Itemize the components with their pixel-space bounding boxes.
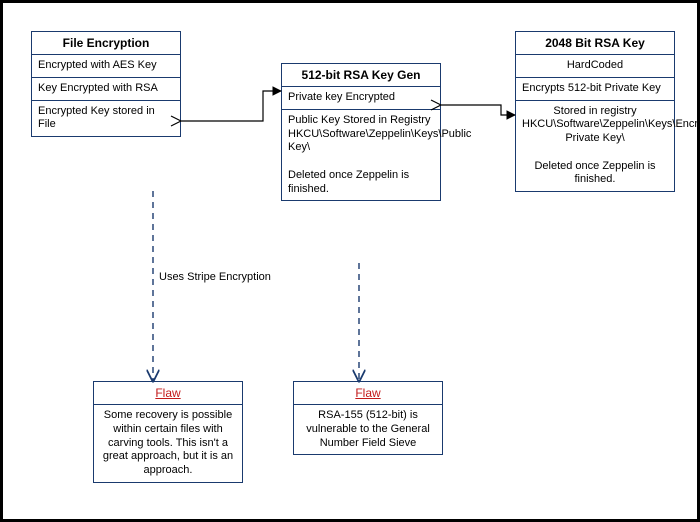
node-rsa512: 512-bit RSA Key Gen Private key Encrypte… — [281, 63, 441, 201]
edge-512-to-2048 — [441, 105, 515, 115]
node-file-encryption: File Encryption Encrypted with AES Key K… — [31, 31, 181, 137]
node-row: RSA-155 (512-bit) is vulnerable to the G… — [294, 405, 442, 454]
node-row: Encrypts 512-bit Private Key — [516, 78, 674, 101]
node-row: Encrypted Key stored in File — [32, 101, 180, 137]
node-row: Some recovery is possible within certain… — [94, 405, 242, 482]
node-row: Public Key Stored in Registry HKCU\Softw… — [282, 110, 440, 201]
node-row: Private key Encrypted — [282, 87, 440, 110]
node-row: Encrypted with AES Key — [32, 55, 180, 78]
node-row: Key Encrypted with RSA — [32, 78, 180, 101]
node-title: 512-bit RSA Key Gen — [282, 64, 440, 87]
edge-label-stripe: Uses Stripe Encryption — [159, 271, 271, 283]
diagram-canvas: File Encryption Encrypted with AES Key K… — [0, 0, 700, 522]
flaw-title: Flaw — [294, 382, 442, 405]
edge-fe-to-512 — [181, 91, 281, 121]
node-row: Stored in registry HKCU\Software\Zeppeli… — [516, 101, 674, 192]
node-rsa2048: 2048 Bit RSA Key HardCoded Encrypts 512-… — [515, 31, 675, 192]
node-row: HardCoded — [516, 55, 674, 78]
node-title: File Encryption — [32, 32, 180, 55]
node-flaw-1: Flaw Some recovery is possible within ce… — [93, 381, 243, 483]
node-flaw-2: Flaw RSA-155 (512-bit) is vulnerable to … — [293, 381, 443, 455]
node-title: 2048 Bit RSA Key — [516, 32, 674, 55]
flaw-title: Flaw — [94, 382, 242, 405]
